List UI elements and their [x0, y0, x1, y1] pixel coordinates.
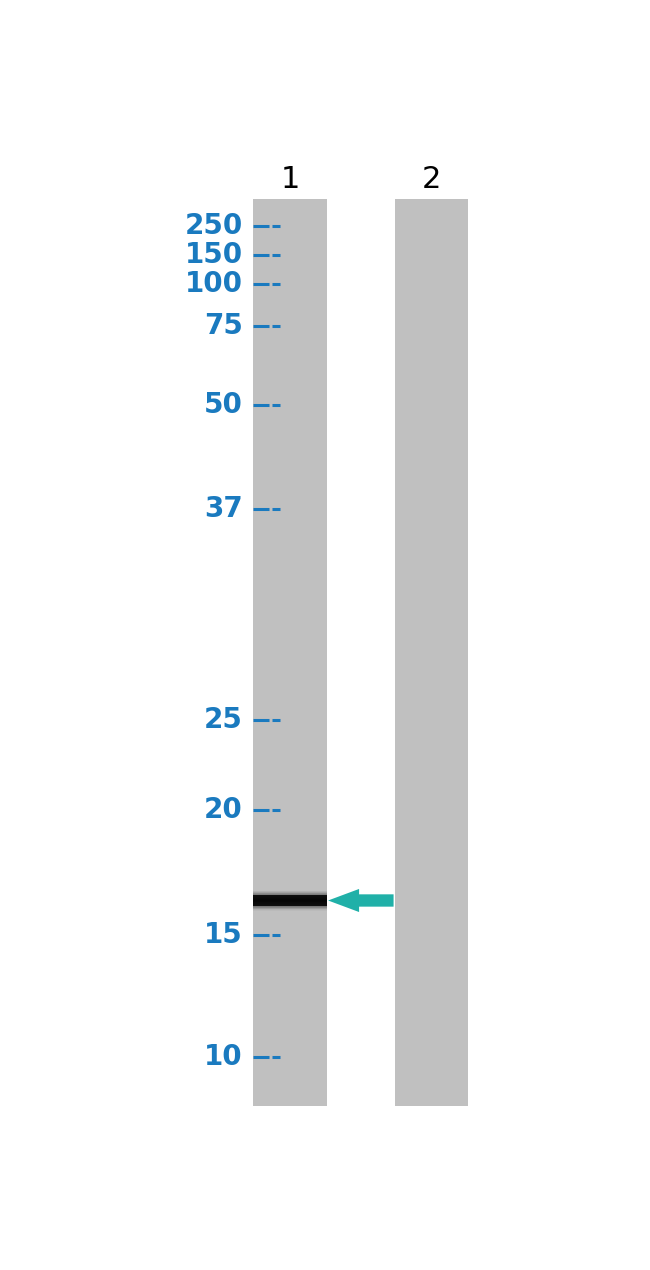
FancyArrow shape: [328, 889, 393, 912]
Text: 25: 25: [203, 706, 242, 734]
Text: 150: 150: [185, 241, 242, 269]
Text: 100: 100: [185, 271, 242, 298]
Bar: [254, 199, 327, 1106]
Text: 75: 75: [203, 312, 242, 340]
Bar: [395, 199, 468, 1106]
Text: 250: 250: [185, 212, 242, 240]
Text: 10: 10: [204, 1043, 242, 1071]
Bar: [254, 894, 327, 907]
Text: 1: 1: [281, 165, 300, 194]
Text: 37: 37: [204, 495, 242, 523]
Text: 15: 15: [204, 921, 242, 949]
Text: 20: 20: [204, 795, 242, 823]
Text: 50: 50: [203, 391, 242, 419]
Text: 2: 2: [422, 165, 441, 194]
